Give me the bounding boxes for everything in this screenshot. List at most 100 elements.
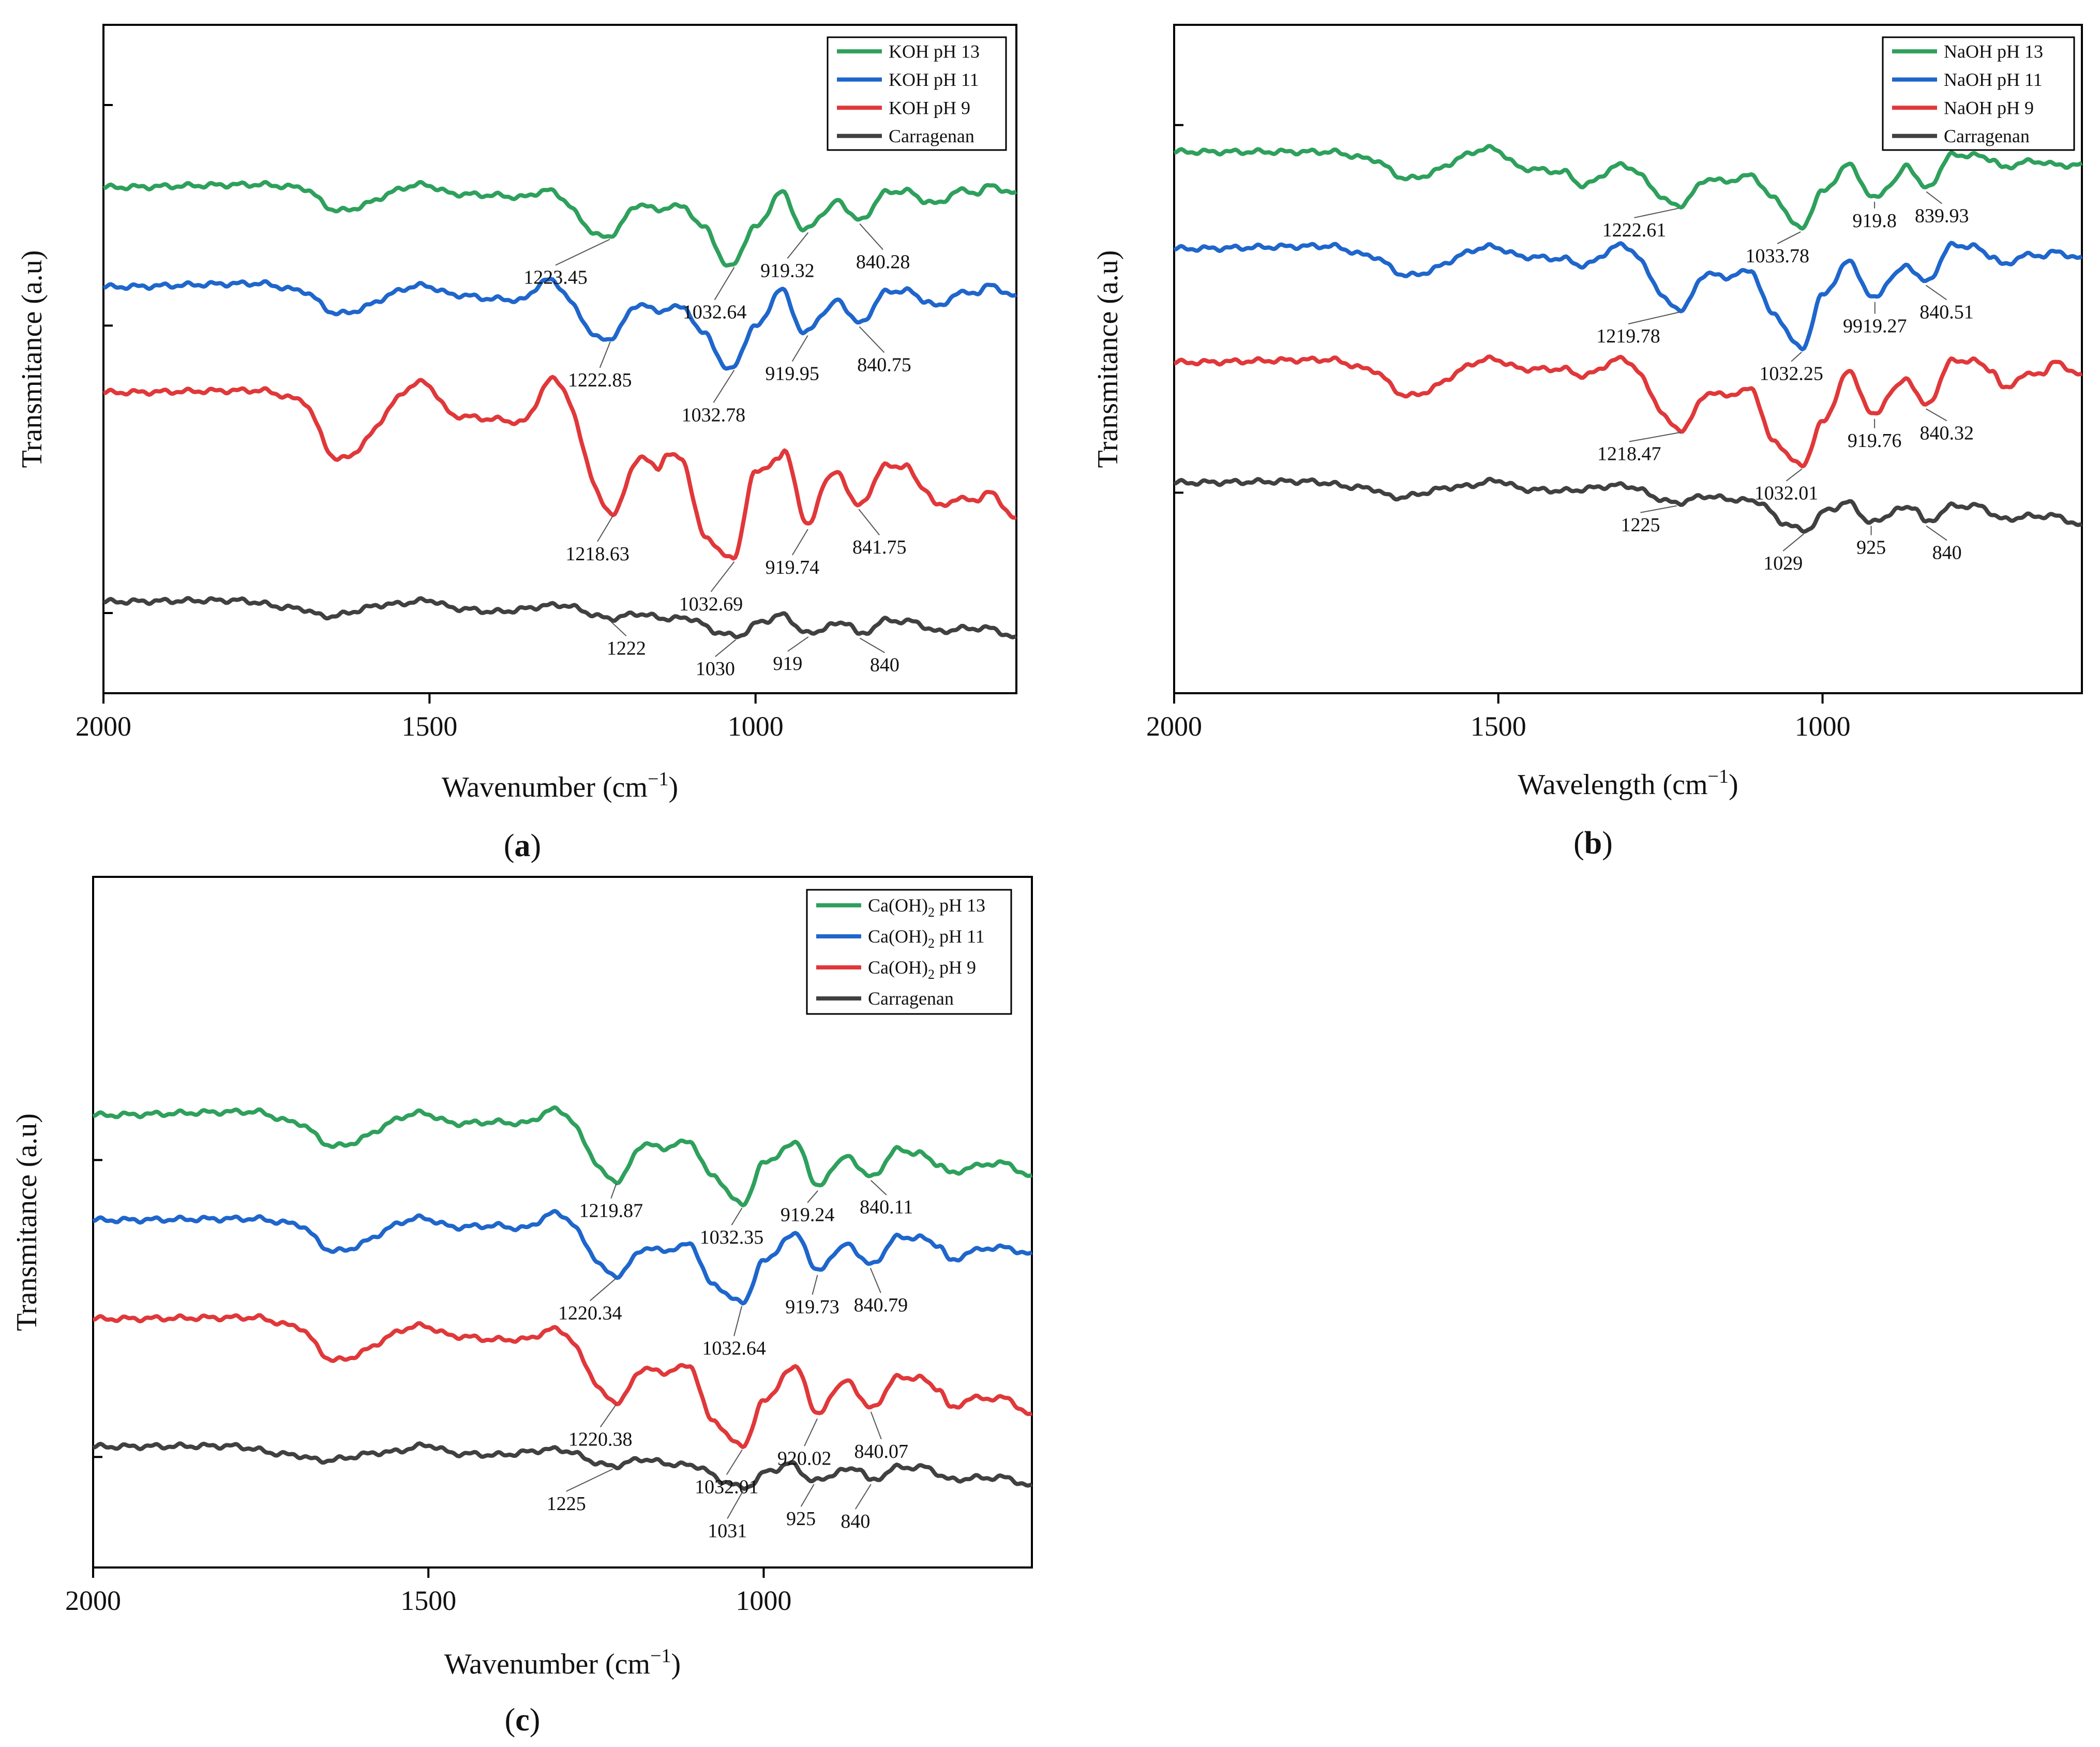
peak-leader — [800, 1484, 815, 1507]
x-axis-title: Wavenumber (cm−1) — [444, 1645, 681, 1680]
peak-label: 840.07 — [854, 1441, 909, 1462]
peak-label: 1032.25 — [1759, 363, 1823, 385]
peak-leader — [807, 1190, 818, 1203]
peak-leader — [1926, 408, 1947, 422]
peak-label: 925 — [786, 1508, 816, 1530]
peak-label: 920.02 — [777, 1447, 832, 1469]
peak-label: 919.74 — [766, 557, 820, 578]
chart-panel-b: 2000 1500 1000 1222.61 1033.78 919.8 839.93 121… — [1092, 24, 2083, 861]
legend-label: NaOH pH 11 — [1944, 69, 2043, 90]
peak-label: 839.93 — [1915, 205, 1969, 227]
peak-leader — [871, 1179, 887, 1196]
peak-label: 1032.01 — [695, 1476, 759, 1498]
chart-panel-a: 2000 1500 1000 1223.45 1032.64 919.32 840.28 12… — [16, 24, 1017, 863]
legend-label: Ca(OH)2 pH 9 — [868, 957, 976, 982]
peak-label: 1218.47 — [1597, 443, 1661, 465]
panel-label: (c) — [505, 1703, 541, 1738]
peak-label: 1223.45 — [523, 267, 588, 289]
series-line — [93, 1208, 1033, 1306]
peak-label: 919.76 — [1848, 430, 1902, 452]
x-axis-title: Wavelength (cm−1) — [1518, 766, 1738, 801]
peak-leader — [859, 223, 883, 250]
peak-leader — [787, 636, 809, 652]
peak-leader — [859, 637, 885, 653]
chart-panel-c: 2000 1500 1000 1219.87 1032.35 919.24 840.11 12… — [11, 876, 1033, 1738]
peak-leader — [727, 1490, 744, 1519]
peak-leader — [610, 621, 627, 637]
peak-label: 919.32 — [760, 260, 815, 281]
peak-leader — [1640, 505, 1677, 513]
peak-leader — [1791, 351, 1802, 362]
legend-label: Carragenan — [868, 988, 954, 1009]
peak-leader — [597, 515, 613, 542]
legend-label: KOH pH 13 — [889, 41, 980, 62]
peak-label: 1219.78 — [1596, 325, 1660, 347]
series-line — [103, 277, 1017, 371]
series-line — [103, 180, 1017, 268]
series-line — [103, 375, 1017, 561]
peak-label: 925 — [1856, 537, 1886, 559]
peak-leader — [1786, 468, 1803, 482]
peak-leader — [791, 335, 808, 362]
peak-leader — [714, 267, 735, 301]
peak-label: 1222.85 — [568, 369, 632, 391]
peak-label: 840 — [870, 654, 899, 676]
peak-leader — [733, 1306, 743, 1336]
peak-label: 840 — [1932, 542, 1962, 564]
peak-label: 1029 — [1763, 553, 1803, 574]
peak-leader — [1634, 207, 1678, 218]
series-line — [1174, 241, 2083, 352]
peak-label: 1032.35 — [700, 1227, 764, 1248]
y-axis-title: Transmitance (a.u) — [16, 250, 48, 468]
peak-label: 1220.34 — [558, 1302, 622, 1324]
peak-leader — [858, 509, 880, 535]
legend-label: Carragenan — [1944, 126, 2030, 146]
x-tick-label: 1500 — [1471, 711, 1526, 742]
peak-label: 840 — [841, 1511, 870, 1532]
peak-label: 1220.38 — [568, 1429, 633, 1451]
legend: KOH pH 13 KOH pH 11 KOH pH 9 Carragenan — [827, 36, 1007, 151]
peak-label: 840.51 — [1919, 301, 1974, 323]
peak-label: 1222 — [607, 637, 646, 659]
peak-leader — [599, 1405, 617, 1428]
peak-leader — [566, 1468, 613, 1492]
peak-label: 1032.78 — [682, 404, 746, 426]
peak-leader — [792, 529, 808, 556]
peak-label: 1032.01 — [1754, 483, 1819, 504]
panel-label: (a) — [504, 828, 541, 863]
peak-leader — [1782, 533, 1804, 551]
peak-leader — [1926, 525, 1947, 541]
peak-label: 841.75 — [852, 536, 907, 558]
peak-leader — [726, 1449, 743, 1475]
peak-leader — [804, 1418, 818, 1446]
series-line — [103, 596, 1017, 639]
series-line — [93, 1105, 1033, 1207]
plot-frame — [1173, 24, 2083, 694]
peak-label: 919.8 — [1852, 210, 1897, 232]
peak-leader — [599, 341, 611, 368]
peak-label: 1032.64 — [683, 302, 747, 323]
legend-label: KOH pH 9 — [889, 97, 970, 118]
peak-leader — [713, 369, 735, 403]
x-tick-label: 1000 — [736, 1585, 791, 1616]
legend-label: Carragenan — [889, 126, 974, 146]
x-tick-label: 2000 — [65, 1585, 121, 1616]
legend-box — [827, 36, 1007, 151]
legend-label: KOH pH 11 — [889, 69, 979, 90]
peak-leader — [590, 1278, 617, 1302]
peak-label: 919.24 — [781, 1204, 835, 1226]
peak-leader — [787, 232, 809, 259]
legend-label: NaOH pH 9 — [1944, 97, 2034, 118]
peak-leader — [715, 639, 737, 657]
plot-frame — [92, 876, 1033, 1569]
panel-label: (b) — [1573, 826, 1613, 861]
legend-label: Ca(OH)2 pH 11 — [868, 926, 985, 951]
peak-label: 840.79 — [854, 1294, 908, 1316]
peak-leader — [812, 1275, 818, 1295]
peak-label: 840.32 — [1919, 422, 1974, 444]
peak-label: 840.75 — [857, 354, 911, 376]
series-line — [93, 1313, 1033, 1450]
series-line — [93, 1441, 1033, 1491]
peak-label: 1030 — [696, 658, 735, 680]
